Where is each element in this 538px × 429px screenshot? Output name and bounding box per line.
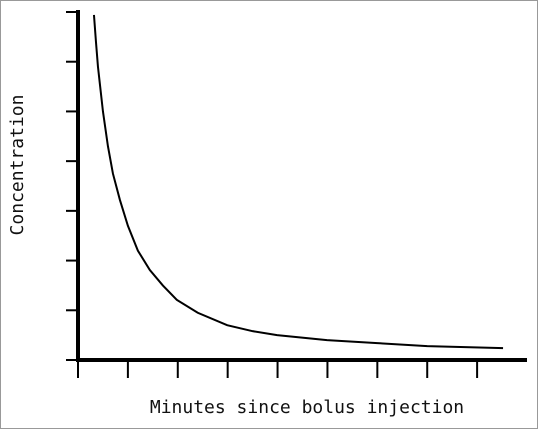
y-axis-label: Concentration — [7, 95, 28, 236]
curve — [92, 14, 504, 350]
x-axis-label: Minutes since bolus injection — [150, 397, 464, 418]
